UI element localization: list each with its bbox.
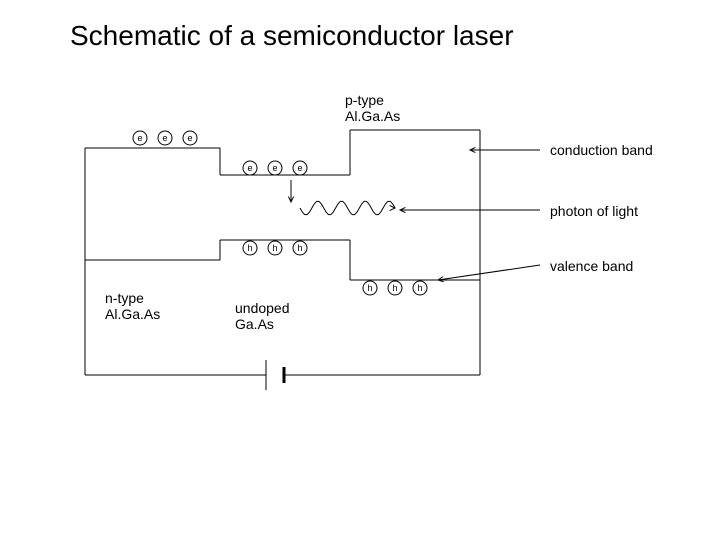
svg-text:e: e	[272, 163, 277, 173]
svg-text:e: e	[247, 163, 252, 173]
svg-text:h: h	[272, 243, 277, 253]
label-conduction: conduction band	[550, 142, 653, 158]
label-ptype: p-type Al.Ga.As	[345, 92, 400, 124]
label-photon: photon of light	[550, 203, 638, 219]
svg-text:e: e	[297, 163, 302, 173]
svg-text:e: e	[137, 133, 142, 143]
label-undoped: undoped Ga.As	[235, 300, 290, 332]
svg-text:h: h	[417, 283, 422, 293]
svg-text:h: h	[367, 283, 372, 293]
svg-text:h: h	[297, 243, 302, 253]
svg-text:e: e	[187, 133, 192, 143]
label-valence: valence band	[550, 258, 633, 274]
svg-text:h: h	[392, 283, 397, 293]
label-ntype: n-type Al.Ga.As	[105, 290, 160, 322]
svg-text:h: h	[247, 243, 252, 253]
svg-text:e: e	[162, 133, 167, 143]
